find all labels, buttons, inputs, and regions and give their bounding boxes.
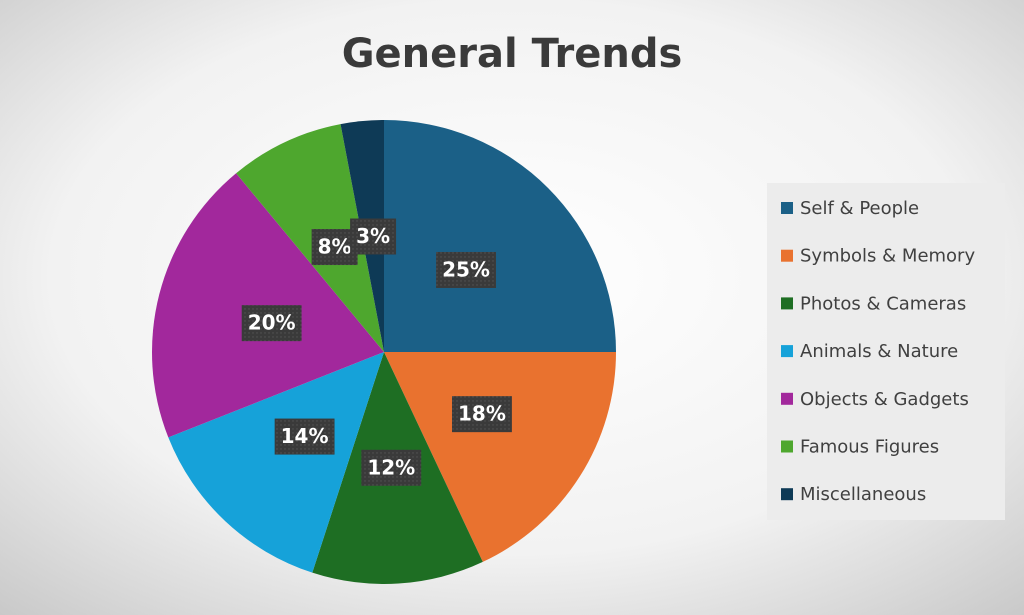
pie-slice xyxy=(236,124,384,352)
legend-label: Symbols & Memory xyxy=(800,246,975,267)
data-label-box xyxy=(452,396,512,433)
legend-swatch xyxy=(781,345,793,358)
data-label-box xyxy=(274,418,335,455)
data-label: 3% xyxy=(356,224,390,248)
data-label-box xyxy=(350,218,397,255)
data-label: 12% xyxy=(367,455,415,479)
legend-swatch xyxy=(781,488,793,501)
pie-slice xyxy=(168,352,384,573)
legend-label: Objects & Gadgets xyxy=(800,389,969,410)
legend-swatch xyxy=(781,202,793,214)
pie-slice xyxy=(384,352,616,562)
chart-title: General Trends xyxy=(342,31,683,77)
data-label: 20% xyxy=(248,311,296,335)
legend-label: Famous Figures xyxy=(800,437,939,458)
legend-box xyxy=(767,183,1005,520)
legend-label: Miscellaneous xyxy=(800,484,926,505)
legend-swatch xyxy=(781,440,793,453)
legend-swatch xyxy=(781,249,793,262)
data-label: 18% xyxy=(458,402,506,426)
data-label-box xyxy=(311,229,358,266)
data-label: 8% xyxy=(318,235,352,259)
data-label: 14% xyxy=(281,424,329,448)
legend-label: Photos & Cameras xyxy=(800,293,966,314)
data-label-box xyxy=(361,449,422,486)
data-label-box xyxy=(241,305,302,342)
data-label-box xyxy=(436,251,496,288)
legend-label: Self & People xyxy=(800,198,919,219)
legend-label: Animals & Nature xyxy=(800,341,958,362)
pie-slice xyxy=(384,120,616,352)
data-label: 25% xyxy=(442,257,490,281)
legend-swatch xyxy=(781,392,793,405)
legend-swatch xyxy=(781,297,793,310)
